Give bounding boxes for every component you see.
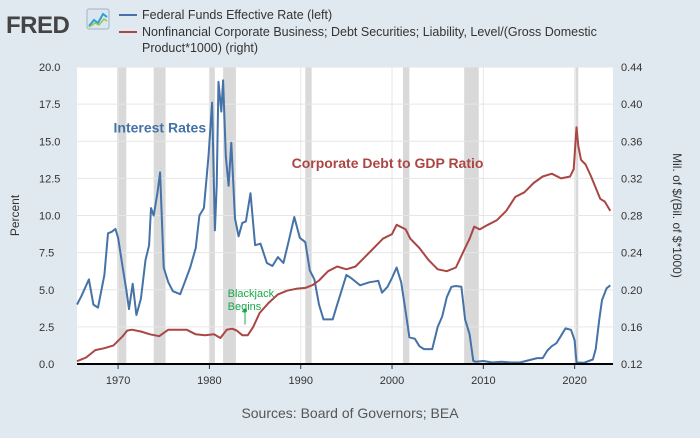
y-left-tick-label: 10.0 [39, 211, 60, 223]
y-right-tick-label: 0.32 [621, 173, 642, 185]
annotation-blackjack-line-1: Blackjack [228, 288, 275, 300]
x-tick-label: 1970 [106, 375, 130, 387]
x-tick-label: 1990 [288, 375, 312, 387]
y-right-tick-label: 0.20 [621, 285, 642, 297]
y-right-tick-label: 0.12 [621, 359, 642, 371]
legend-label-fed-funds: Federal Funds Effective Rate (left) [142, 8, 332, 22]
y-axis-right-title: Mil. of $/(Bil. of $*1000) [670, 153, 684, 278]
line-chart-icon [86, 8, 110, 30]
legend-item-fed-funds[interactable]: Federal Funds Effective Rate (left) [119, 8, 332, 22]
y-right-tick-label: 0.24 [621, 248, 642, 260]
annotation-corporate-debt: Corporate Debt to GDP Ratio [292, 155, 484, 171]
series-corporate-debt-line[interactable] [76, 126, 612, 363]
y-right-tick-label: 0.40 [621, 99, 642, 111]
y-right-tick-label: 0.44 [621, 62, 642, 74]
annotations: Interest Rates Corporate Debt to GDP Rati… [114, 119, 484, 325]
y-left-tick-label: 7.5 [39, 248, 54, 260]
fred-logo-text: FRED [6, 12, 70, 39]
y-axis-left-title: Percent [8, 194, 22, 236]
annotation-blackjack-marker [243, 308, 248, 313]
chart-legend: Federal Funds Effective Rate (left) Nonf… [119, 8, 597, 55]
x-tick-label: 1980 [197, 375, 221, 387]
annotation-interest-rates: Interest Rates [114, 119, 207, 135]
y-left-tick-label: 0.0 [39, 359, 54, 371]
source-text: Sources: Board of Governors; BEA [241, 405, 459, 421]
x-tick-label: 2020 [562, 375, 586, 387]
y-left-tick-label: 12.5 [39, 173, 60, 185]
y-left-tick-label: 17.5 [39, 99, 60, 111]
axes: 0.0 0.12 2.5 0.16 5.0 0.20 7.5 0.24 10.0 0.28 12.5… [39, 62, 642, 387]
series-lines [76, 79, 612, 364]
x-tick-label: 2010 [471, 375, 495, 387]
y-right-tick-label: 0.36 [621, 136, 642, 148]
y-right-tick-label: 0.16 [621, 322, 642, 334]
y-left-tick-label: 20.0 [39, 62, 60, 74]
fred-logo[interactable]: FRED [6, 8, 110, 39]
y-left-tick-label: 15.0 [39, 136, 60, 148]
legend-label-corporate-debt-line-1: Nonfinancial Corporate Business; Debt Se… [142, 25, 597, 39]
y-right-tick-label: 0.28 [621, 211, 642, 223]
series-fed-funds-line[interactable] [76, 79, 611, 364]
x-tick-label: 2000 [380, 375, 404, 387]
y-left-tick-label: 5.0 [39, 285, 54, 297]
legend-label-corporate-debt-line-2: Product*1000) (right) [142, 41, 258, 55]
annotation-blackjack-line-2: Begins [228, 301, 262, 313]
legend-item-corporate-debt[interactable]: Nonfinancial Corporate Business; Debt Se… [119, 25, 597, 55]
y-left-tick-label: 2.5 [39, 322, 54, 334]
